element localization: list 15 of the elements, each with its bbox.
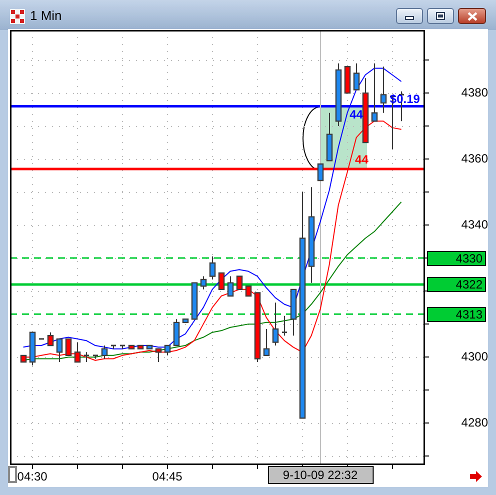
y-tick-label: 4280 xyxy=(461,415,488,430)
y-tick-label: 4300 xyxy=(461,349,488,364)
y-tick-label: 4340 xyxy=(461,217,488,232)
chart-title: 1 Min xyxy=(30,8,62,23)
text: 9-10-09 22:32 xyxy=(282,468,358,482)
candlestick xyxy=(281,315,288,336)
candlestick xyxy=(83,352,90,363)
y-tick-label: 4360 xyxy=(461,151,488,166)
x-tick-label: 04:45 xyxy=(152,470,183,484)
y-tick-label: 4380 xyxy=(461,85,488,100)
x-tick-label: 04:30 xyxy=(17,470,48,484)
ref-line-label: 4330 xyxy=(456,251,483,266)
ref-line-label: 4322 xyxy=(456,277,483,292)
ref-line-label: 4313 xyxy=(456,307,483,322)
annotation: 44 xyxy=(355,152,369,166)
